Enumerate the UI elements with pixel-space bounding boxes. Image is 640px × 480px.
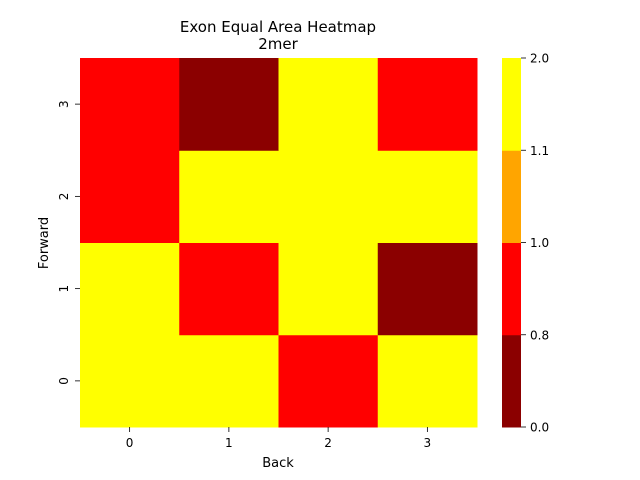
y-tick-label: 1: [57, 285, 71, 293]
y-axis-ticks: 0 1 2 3: [57, 100, 80, 385]
heatmap-cell-3-2: [278, 58, 379, 151]
heatmap-cell-2-1: [179, 150, 279, 243]
colorbar-segment: [502, 58, 521, 151]
x-tick-label: 0: [126, 436, 134, 450]
heatmap-cell-0-3: [377, 334, 478, 428]
heatmap-cells: [80, 58, 478, 428]
x-tick-label: 2: [324, 436, 332, 450]
y-axis-label: Forward: [37, 217, 52, 269]
x-tick-label: 3: [424, 436, 432, 450]
colorbar-segment: [502, 242, 521, 336]
colorbar-tick-label: 2.0: [530, 52, 549, 66]
heatmap-cell-1-0: [80, 242, 180, 336]
heatmap-cell-2-2: [278, 150, 379, 243]
heatmap-cell-1-2: [278, 242, 379, 336]
heatmap-cell-1-1: [179, 242, 279, 336]
heatmap-cell-0-0: [80, 334, 180, 428]
colorbar-segment: [502, 150, 521, 243]
x-axis-ticks: 0 1 2 3: [126, 427, 431, 450]
x-axis-label: Back: [262, 456, 294, 471]
colorbar-tick-label: 0.8: [530, 328, 549, 342]
heatmap-cell-0-2: [278, 334, 379, 428]
colorbar-tick-label: 0.0: [530, 421, 549, 435]
y-tick-label: 0: [57, 377, 71, 385]
heatmap-cell-2-3: [377, 150, 478, 243]
heatmap-cell-0-1: [179, 334, 279, 428]
colorbar-tick-label: 1.0: [530, 236, 549, 250]
colorbar-segment: [502, 334, 521, 428]
heatmap-cell-2-0: [80, 150, 180, 243]
heatmap-cell-3-0: [80, 58, 180, 151]
chart-title: Exon Equal Area Heatmap: [180, 18, 376, 36]
colorbar: [502, 58, 521, 428]
chart-subtitle: 2mer: [258, 35, 298, 53]
y-tick-label: 3: [57, 100, 71, 108]
colorbar-tick-label: 1.1: [530, 144, 549, 158]
heatmap-cell-3-1: [179, 58, 279, 151]
x-tick-label: 1: [225, 436, 233, 450]
y-tick-label: 2: [57, 193, 71, 201]
heatmap-cell-3-3: [377, 58, 478, 151]
heatmap-cell-1-3: [377, 242, 478, 336]
colorbar-ticks: 0.0 0.8 1.0 1.1 2.0: [521, 52, 549, 435]
